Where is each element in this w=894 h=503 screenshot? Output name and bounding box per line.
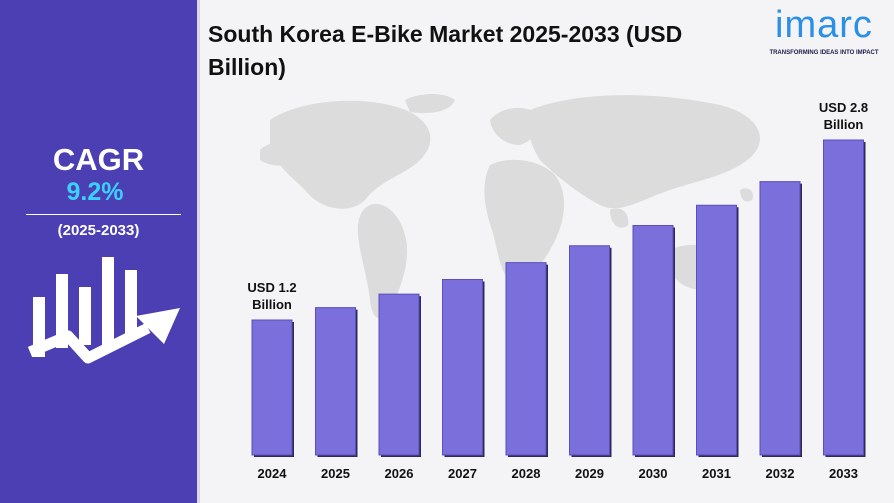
- bar-2029: [569, 245, 612, 457]
- bar-rect: [315, 307, 356, 456]
- x-tick-label: 2033: [829, 466, 858, 481]
- imarc-logo: imarc TRANSFORMING IDEAS INTO IMPACT: [762, 4, 886, 58]
- bar-rect: [378, 293, 420, 456]
- bar-rect: [632, 225, 674, 456]
- data-label: Billion: [824, 117, 864, 132]
- cagr-value: 9.2%: [66, 178, 124, 206]
- data-label: Billion: [252, 297, 292, 312]
- x-tick-label: 2027: [448, 466, 477, 481]
- bar-2026: [378, 293, 421, 457]
- cagr-divider: [26, 214, 181, 215]
- world-map-background: [260, 94, 760, 319]
- bar-rect: [759, 181, 801, 456]
- bar-series: [251, 139, 866, 457]
- data-labels: USD 1.2 Billion USD 2.8 Billion: [247, 100, 868, 312]
- data-label: USD 1.2: [247, 280, 296, 295]
- bar-growth-arrow-icon: [28, 257, 180, 364]
- bar-rect: [569, 245, 610, 456]
- bar-rect: [442, 279, 483, 456]
- bar-2027: [442, 279, 485, 457]
- cagr-period: (2025-2033): [57, 222, 140, 239]
- bar-rect: [251, 319, 293, 456]
- x-tick-label: 2032: [766, 466, 795, 481]
- data-label: USD 2.8: [819, 100, 868, 115]
- x-axis-ticks: 2024 2025 2026 2027 2028 2029 2030 2031 2032 2033: [258, 466, 858, 481]
- logo-wordmark: imarc: [775, 4, 873, 46]
- cagr-label: CAGR: [52, 142, 145, 177]
- bar-2028: [505, 262, 548, 457]
- logo-tagline: TRANSFORMING IDEAS INTO IMPACT: [769, 50, 879, 56]
- x-tick-label: 2024: [258, 466, 288, 481]
- bar-rect: [696, 204, 737, 456]
- x-tick-label: 2026: [385, 466, 414, 481]
- bar-rect: [823, 139, 864, 456]
- bar-2031: [696, 204, 739, 457]
- x-tick-label: 2025: [321, 466, 350, 481]
- sidebar-edge: [197, 0, 200, 503]
- x-tick-label: 2030: [639, 466, 668, 481]
- bar-2032: [759, 181, 802, 457]
- bar-2030: [632, 225, 675, 457]
- chart-area: South Korea E-Bike Market 2025-2033 (USD…: [200, 0, 894, 503]
- bar-chart: 2024 2025 2026 2027 2028 2029 2030 2031 2032 2033…: [247, 94, 868, 481]
- cagr-sidebar: CAGR 9.2% (2025-2033): [0, 0, 197, 503]
- x-tick-label: 2029: [575, 466, 604, 481]
- bar-2024: [251, 319, 294, 457]
- x-tick-label: 2028: [512, 466, 541, 481]
- bar-2025: [315, 307, 358, 457]
- chart-title: South Korea E-Bike Market 2025-2033 (USD…: [208, 21, 683, 80]
- bar-2033: [823, 139, 866, 457]
- bar-rect: [505, 262, 547, 456]
- x-tick-label: 2031: [702, 466, 731, 481]
